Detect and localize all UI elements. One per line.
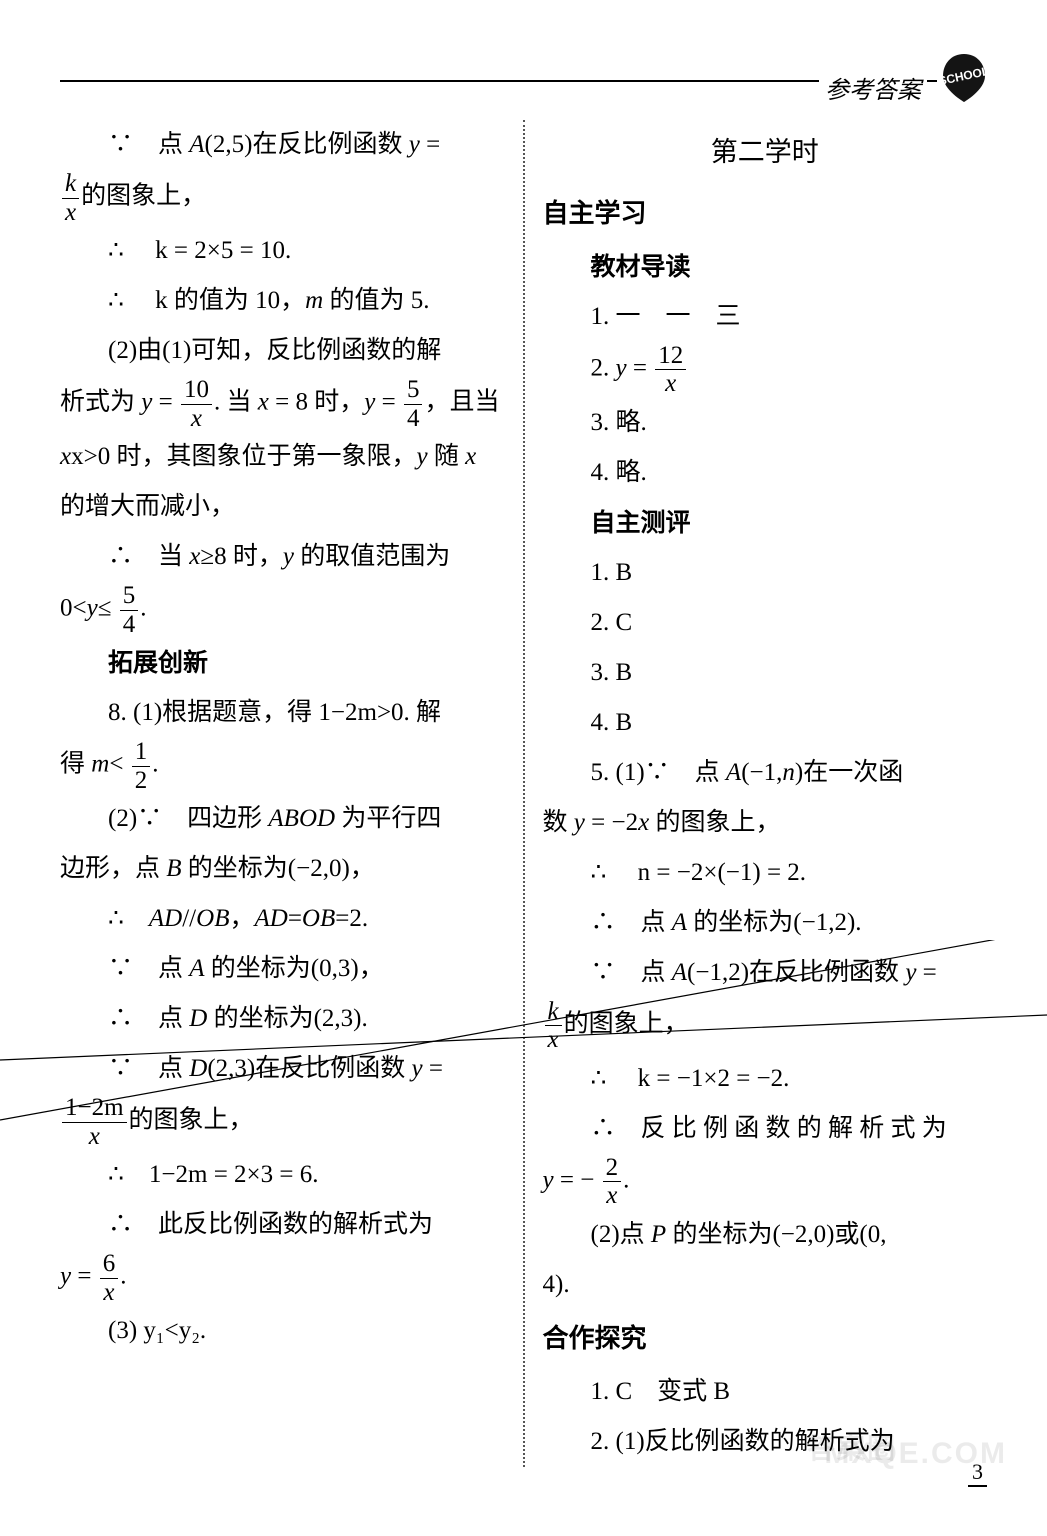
subsection-heading: 教材导读 — [543, 242, 988, 292]
text-line: 1. C 变式 B — [543, 1367, 988, 1417]
header-label: 参考答案 — [819, 70, 927, 105]
school-pin-icon: SCHOOL — [937, 50, 992, 105]
text-line: 3. 略. — [543, 398, 988, 448]
text-line: ∴ 当 x≥8 时，y 的取值范围为 — [60, 532, 505, 582]
right-column: 第二学时 自主学习 教材导读 1. 一 一 三 2. y = 12x 3. 略.… — [543, 120, 988, 1467]
section-heading: 合作探究 — [543, 1310, 988, 1367]
text-line: 的增大而减小， — [60, 482, 505, 532]
header-rule — [60, 80, 937, 82]
text-line: ∴ k 的值为 10，m 的值为 5. — [60, 276, 505, 326]
text-line: 1. B — [543, 548, 988, 598]
text-line: ∴ n = −2×(−1) = 2. — [543, 848, 988, 898]
text-line: kx的图象上， — [60, 170, 505, 226]
text-line: ∴ k = 2×5 = 10. — [60, 226, 505, 276]
text-line: 4). — [543, 1260, 988, 1310]
text-line: ∵ 点 A(−1,2)在反比例函数 y = — [543, 948, 988, 998]
text-line: 析式为 y = 10x. 当 x = 8 时，y = 54，且当 — [60, 376, 505, 432]
text-line: 4. B — [543, 698, 988, 748]
text-line: ∵ 点 D(2,3)在反比例函数 y = — [60, 1044, 505, 1094]
text-line: 边形，点 B 的坐标为(−2,0)， — [60, 844, 505, 894]
page-number: 3 — [968, 1459, 987, 1487]
left-column: ∵ 点 A(2,5)在反比例函数 y = kx的图象上， ∴ k = 2×5 =… — [60, 120, 505, 1467]
text-line: 得 m< 12. — [60, 738, 505, 794]
text-line: y = 6x. — [60, 1250, 505, 1306]
subsection-heading: 自主测评 — [543, 498, 988, 548]
column-divider — [523, 120, 525, 1467]
two-column-layout: ∵ 点 A(2,5)在反比例函数 y = kx的图象上， ∴ k = 2×5 =… — [60, 120, 987, 1467]
lesson-title: 第二学时 — [543, 120, 988, 185]
text-line: (2)点 P 的坐标为(−2,0)或(0, — [543, 1210, 988, 1260]
text-line: ∴ 此反比例函数的解析式为 — [60, 1200, 505, 1250]
text-line: y = − 2x. — [543, 1154, 988, 1210]
text-line: ∴ 点 D 的坐标为(2,3). — [60, 994, 505, 1044]
text-line: 数 y = −2x 的图象上， — [543, 798, 988, 848]
page: 参考答案 SCHOOL ∵ 点 A(2,5)在反比例函数 y = kx的图象上，… — [0, 0, 1047, 1507]
text-line: 2. C — [543, 598, 988, 648]
text-line: 1. 一 一 三 — [543, 292, 988, 342]
text-line: 4. 略. — [543, 448, 988, 498]
text-line: ∴ 反 比 例 函 数 的 解 析 式 为 — [543, 1104, 988, 1154]
section-heading: 自主学习 — [543, 185, 988, 242]
text-line: kx的图象上， — [543, 998, 988, 1054]
text-line: ∵ 点 A 的坐标为(0,3)， — [60, 944, 505, 994]
subsection-heading: 拓展创新 — [60, 638, 505, 688]
text-line: xx>0 时，其图象位于第一象限，y 随 x — [60, 432, 505, 482]
text-line: ∴ 点 A 的坐标为(−1,2). — [543, 898, 988, 948]
text-line: 8. (1)根据题意，得 1−2m>0. 解 — [60, 688, 505, 738]
text-line: ∴ 1−2m = 2×3 = 6. — [60, 1150, 505, 1200]
text-line: 3. B — [543, 648, 988, 698]
text-line: (3) y₁<y₂. — [60, 1306, 505, 1356]
text-line: 0<y≤ 54. — [60, 582, 505, 638]
text-line: 2. y = 12x — [543, 342, 988, 398]
text-line: ∵ 点 A(2,5)在反比例函数 y = — [60, 120, 505, 170]
text-line: ∴ AD//OB，AD=OB=2. — [60, 894, 505, 944]
text-line: 1−2mx的图象上， — [60, 1094, 505, 1150]
text-line: ∴ k = −1×2 = −2. — [543, 1054, 988, 1104]
text-line: (2)由(1)可知，反比例函数的解 — [60, 326, 505, 376]
text-line: 5. (1)∵ 点 A(−1,n)在一次函 — [543, 748, 988, 798]
text-line: (2)∵ 四边形 ABOD 为平行四 — [60, 794, 505, 844]
